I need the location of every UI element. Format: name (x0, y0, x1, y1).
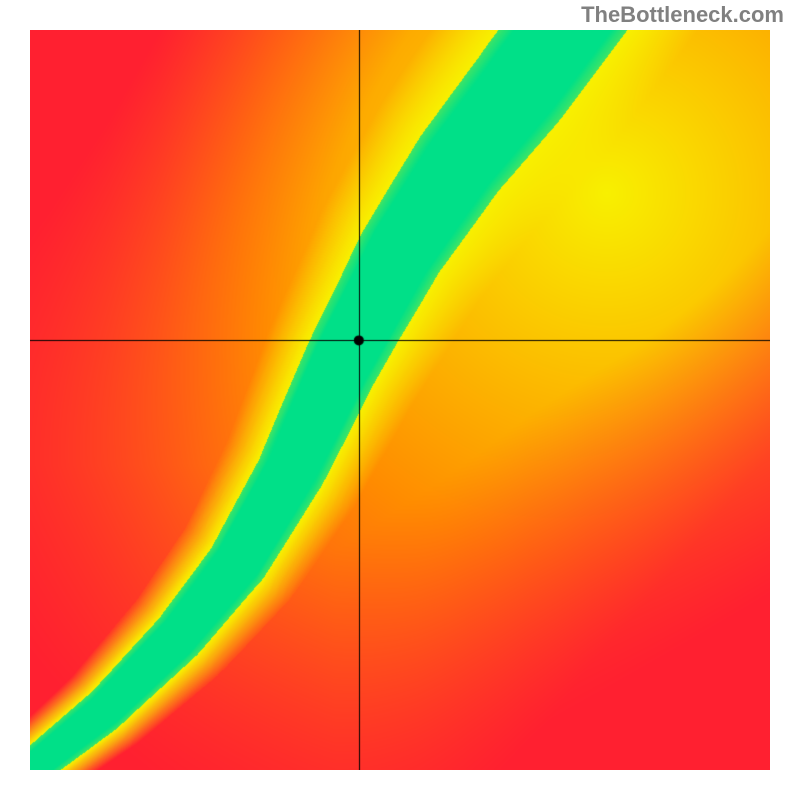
chart-container: TheBottleneck.com (0, 0, 800, 800)
watermark-text: TheBottleneck.com (581, 2, 784, 28)
plot-border (30, 30, 770, 770)
heatmap-canvas (30, 30, 770, 770)
